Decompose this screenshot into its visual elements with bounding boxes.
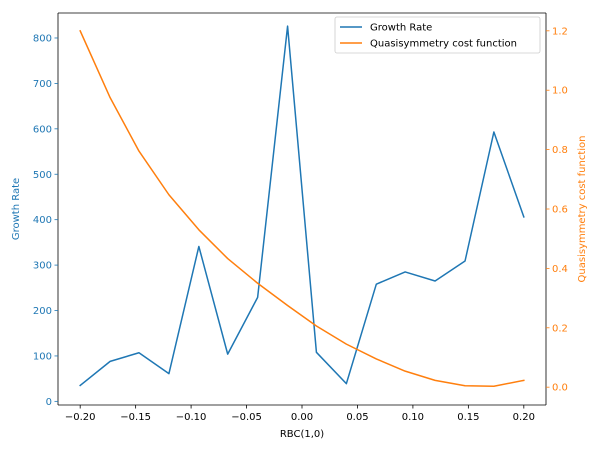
left-y-tick-label: 0 bbox=[46, 397, 52, 408]
x-tick-label: 0.20 bbox=[513, 412, 535, 423]
right-y-tick-label: 0.0 bbox=[552, 383, 568, 394]
x-tick-label: −0.05 bbox=[231, 412, 262, 423]
legend-label: Growth Rate bbox=[370, 23, 432, 34]
left-y-tick-label: 500 bbox=[33, 170, 52, 181]
legend-label: Quasisymmetry cost function bbox=[370, 39, 517, 50]
right-y-tick-label: 0.4 bbox=[552, 264, 568, 275]
left-y-tick-label: 600 bbox=[33, 124, 52, 135]
x-tick-label: 0.10 bbox=[402, 412, 424, 423]
x-tick-label: 0.00 bbox=[291, 412, 313, 423]
x-axis-label: RBC(1,0) bbox=[280, 429, 324, 440]
x-tick-label: 0.05 bbox=[346, 412, 368, 423]
left-y-tick-label: 200 bbox=[33, 306, 52, 317]
right-y-axis-label: Quasisymmetry cost function bbox=[577, 136, 588, 283]
x-tick-label: −0.10 bbox=[176, 412, 207, 423]
legend-box bbox=[334, 16, 541, 54]
left-y-axis-label: Growth Rate bbox=[11, 178, 22, 240]
left-y-tick-label: 400 bbox=[33, 215, 52, 226]
x-tick-label: 0.15 bbox=[457, 412, 479, 423]
left-y-tick-label: 800 bbox=[33, 33, 52, 44]
x-tick-label: −0.15 bbox=[120, 412, 151, 423]
left-y-tick-label: 700 bbox=[33, 79, 52, 90]
x-tick-label: −0.20 bbox=[65, 412, 96, 423]
left-y-tick-label: 300 bbox=[33, 261, 52, 272]
right-y-tick-label: 1.0 bbox=[552, 86, 568, 97]
series-line-growth-rate bbox=[79, 25, 525, 387]
series-line-quasisymmetry-cost bbox=[79, 29, 525, 388]
plot-layer: −0.20 −0.15 −0.10 −0.05 0.00 0.05 0.10 0.15 0.20… bbox=[11, 12, 588, 440]
left-y-tick-label: 100 bbox=[33, 351, 52, 362]
right-y-tick-label: 0.6 bbox=[552, 205, 568, 216]
right-y-tick-label: 0.8 bbox=[552, 145, 568, 156]
right-y-tick-label: 0.2 bbox=[552, 323, 568, 334]
right-y-tick-label: 1.2 bbox=[552, 26, 568, 37]
